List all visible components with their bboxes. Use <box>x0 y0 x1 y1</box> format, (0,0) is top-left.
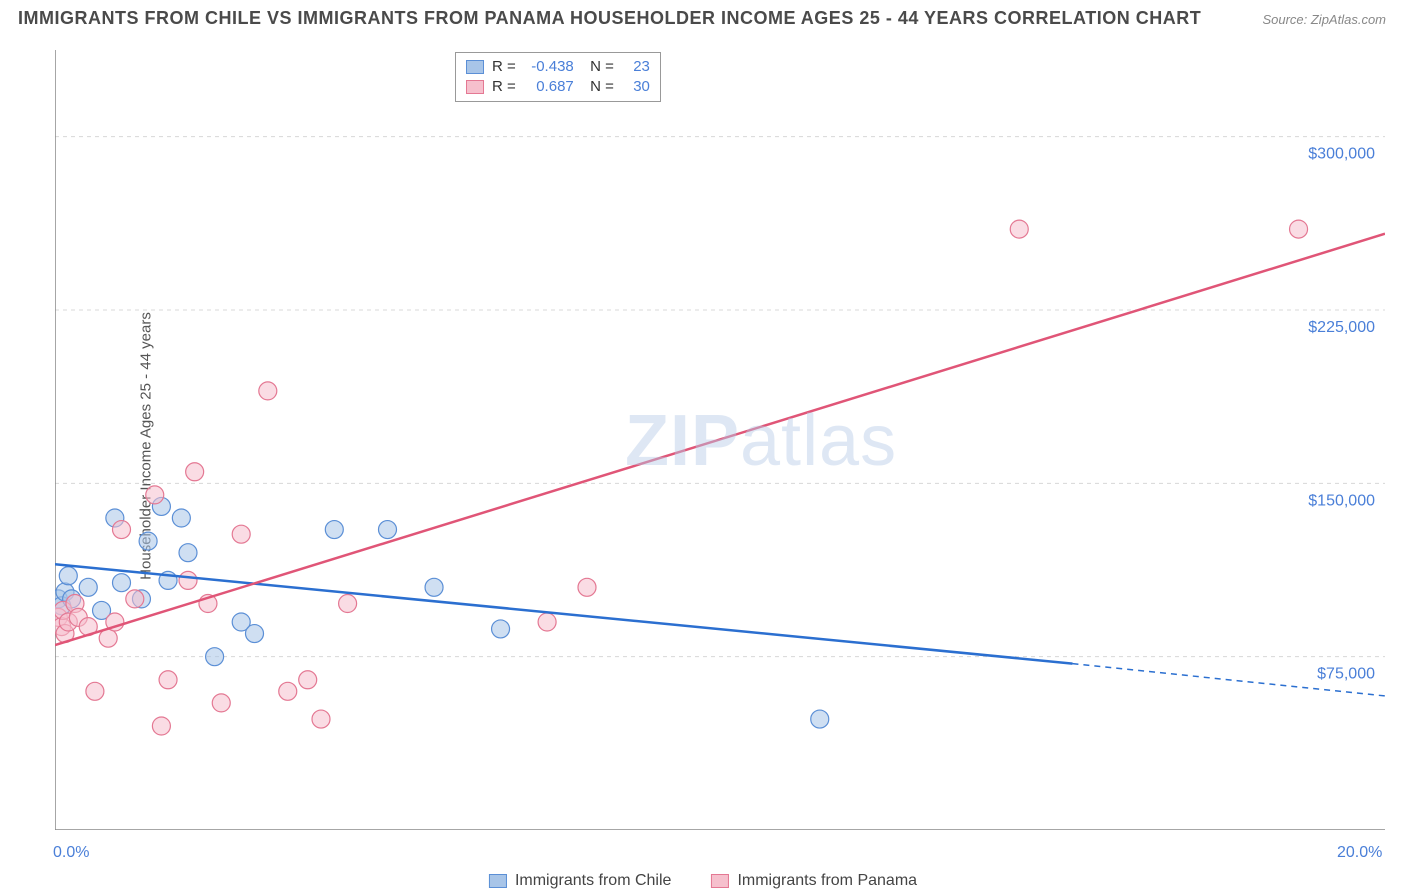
stat-n-value: 30 <box>622 77 650 97</box>
correlation-chart: IMMIGRANTS FROM CHILE VS IMMIGRANTS FROM… <box>0 0 1406 892</box>
x-axis-max-label: 20.0% <box>1337 844 1382 862</box>
svg-text:$75,000: $75,000 <box>1317 666 1375 683</box>
stat-r-value: 0.687 <box>524 77 574 97</box>
legend-swatch <box>489 874 507 888</box>
stat-r-label: R = <box>492 57 516 77</box>
legend-stat-row: R = 0.687 N = 30 <box>466 77 650 97</box>
stat-n-label: N = <box>582 77 614 97</box>
plot-area: $75,000 $150,000 $225,000 $300,000 <box>55 50 1385 830</box>
chart-svg: $75,000 $150,000 $225,000 $300,000 <box>55 50 1385 830</box>
legend-series-name: Immigrants from Chile <box>515 872 671 890</box>
svg-text:$225,000: $225,000 <box>1308 319 1375 336</box>
legend-stat-row: R = -0.438 N = 23 <box>466 57 650 77</box>
chart-title: IMMIGRANTS FROM CHILE VS IMMIGRANTS FROM… <box>18 8 1201 29</box>
stat-n-value: 23 <box>622 57 650 77</box>
x-axis-min-label: 0.0% <box>53 844 89 862</box>
stat-r-value: -0.438 <box>524 57 574 77</box>
legend-series-item: Immigrants from Chile <box>489 872 671 890</box>
legend-series-name: Immigrants from Panama <box>737 872 917 890</box>
series-legend: Immigrants from Chile Immigrants from Pan… <box>489 872 917 890</box>
stat-r-label: R = <box>492 77 516 97</box>
legend-series-item: Immigrants from Panama <box>711 872 917 890</box>
svg-text:$300,000: $300,000 <box>1308 146 1375 163</box>
svg-text:$150,000: $150,000 <box>1308 492 1375 509</box>
legend-swatch <box>466 60 484 74</box>
source-attribution: Source: ZipAtlas.com <box>1262 12 1386 27</box>
legend-swatch <box>711 874 729 888</box>
stat-n-label: N = <box>582 57 614 77</box>
legend-swatch <box>466 80 484 94</box>
correlation-legend: R = -0.438 N = 23 R = 0.687 N = 30 <box>455 52 661 102</box>
